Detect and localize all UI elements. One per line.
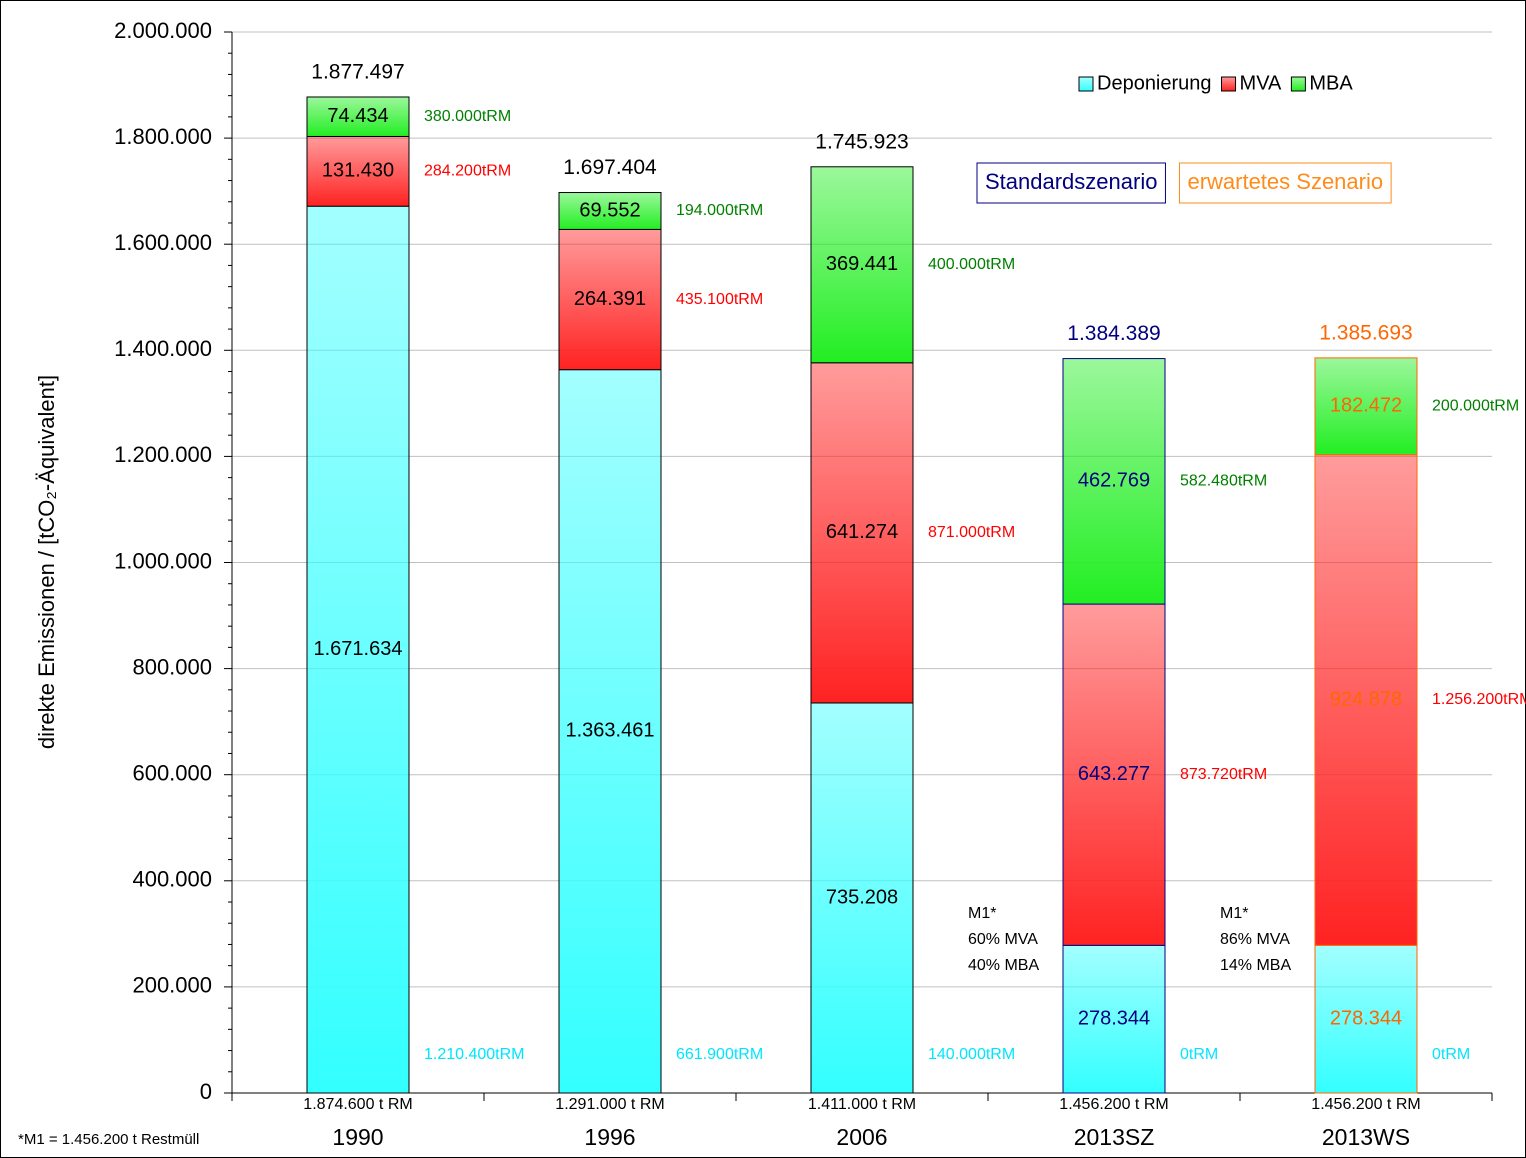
note-line: M1* xyxy=(1220,905,1248,922)
annotation: 200.000tRM xyxy=(1432,398,1519,415)
bar-segment xyxy=(1314,357,1418,456)
note-line: 40% MBA xyxy=(968,957,1039,974)
annotation: 284.200tRM xyxy=(424,163,511,180)
x-sublabel: 1.291.000 t RM xyxy=(555,1096,664,1113)
note-line: 60% MVA xyxy=(968,931,1038,948)
scenario-box xyxy=(976,162,1166,204)
total-label: 1.385.693 xyxy=(1319,321,1412,344)
y-tick-label: 1.400.000 xyxy=(114,336,212,361)
bar-segment xyxy=(810,362,914,704)
data-label: 264.391 xyxy=(574,288,646,310)
data-label: 924.878 xyxy=(1330,688,1402,710)
total-label: 1.877.497 xyxy=(311,61,404,84)
annotation: 871.000tRM xyxy=(928,524,1015,541)
data-label: 1.671.634 xyxy=(314,638,403,660)
annotation: 0tRM xyxy=(1180,1046,1218,1063)
data-label: 182.472 xyxy=(1330,395,1402,417)
y-tick-label: 1.200.000 xyxy=(114,442,212,467)
annotation: 582.480tRM xyxy=(1180,473,1267,490)
note-line: 86% MVA xyxy=(1220,931,1290,948)
data-label: 1.363.461 xyxy=(566,720,655,742)
y-axis-label: direkte Emissionen / [tCO₂-Äquivalent] xyxy=(34,375,59,749)
total-label: 1.697.404 xyxy=(563,156,657,179)
bar-segment xyxy=(810,166,914,364)
legend-label: Deponierung xyxy=(1097,72,1212,94)
y-tick-label: 2.000.000 xyxy=(114,18,212,43)
x-sublabel: 1.874.600 t RM xyxy=(303,1096,412,1113)
scenario-label: Standardszenario xyxy=(985,169,1157,194)
data-label: 462.769 xyxy=(1078,470,1150,492)
legend-label: MBA xyxy=(1309,72,1353,94)
y-tick-label: 1.000.000 xyxy=(114,548,212,573)
x-tick-label: 2013SZ xyxy=(1074,1124,1155,1150)
total-label: 1.745.923 xyxy=(815,130,908,153)
x-tick-label: 1996 xyxy=(584,1124,635,1150)
x-tick-label: 1990 xyxy=(332,1124,383,1150)
y-tick-label: 600.000 xyxy=(132,761,212,786)
total-label: 1.384.389 xyxy=(1067,322,1160,345)
x-sublabel: 1.456.200 t RM xyxy=(1311,1096,1420,1113)
bar-segment xyxy=(1314,454,1418,946)
legend-swatch xyxy=(1078,76,1094,92)
footnote: *M1 = 1.456.200 t Restmüll xyxy=(18,1131,199,1148)
y-tick-label: 400.000 xyxy=(132,867,212,892)
note-line: 14% MBA xyxy=(1220,957,1291,974)
bar-segment xyxy=(306,205,410,1094)
annotation: 194.000tRM xyxy=(676,202,763,219)
y-tick-label: 1.800.000 xyxy=(114,124,212,149)
annotation: 435.100tRM xyxy=(676,291,763,308)
bar-segment xyxy=(558,192,662,230)
x-sublabel: 1.456.200 t RM xyxy=(1059,1096,1168,1113)
legend-swatch xyxy=(1290,76,1306,92)
annotation: 0tRM xyxy=(1432,1046,1470,1063)
scenario-label: erwartetes Szenario xyxy=(1187,169,1383,194)
bar-segment xyxy=(1062,944,1166,1094)
x-tick-label: 2006 xyxy=(836,1124,887,1150)
annotation: 140.000tRM xyxy=(928,1046,1015,1063)
annotation: 1.256.200tRM xyxy=(1432,691,1526,708)
bar-segment xyxy=(306,135,410,207)
data-label: 74.434 xyxy=(327,105,388,127)
bar-segment xyxy=(558,228,662,371)
data-label: 278.344 xyxy=(1330,1007,1402,1029)
annotation: 1.210.400tRM xyxy=(424,1046,525,1063)
bar-segment xyxy=(306,96,410,137)
bar-segment xyxy=(1062,358,1166,605)
data-label: 369.441 xyxy=(826,253,898,275)
data-label: 643.277 xyxy=(1078,763,1150,785)
y-tick-label: 200.000 xyxy=(132,973,212,998)
x-tick-label: 2013WS xyxy=(1322,1124,1410,1150)
data-label: 69.552 xyxy=(579,199,640,221)
data-label: 131.430 xyxy=(322,160,394,182)
legend-label: MVA xyxy=(1240,72,1283,94)
y-tick-label: 800.000 xyxy=(132,654,212,679)
scenario-box xyxy=(1178,162,1392,204)
bar-segment xyxy=(558,369,662,1094)
note-line: M1* xyxy=(968,905,996,922)
annotation: 661.900tRM xyxy=(676,1046,763,1063)
legend-swatch xyxy=(1221,76,1237,92)
annotation: 873.720tRM xyxy=(1180,766,1267,783)
y-tick-label: 0 xyxy=(200,1079,212,1104)
x-sublabel: 1.411.000 t RM xyxy=(808,1096,916,1113)
bar-segment xyxy=(1062,603,1166,946)
data-label: 278.344 xyxy=(1078,1007,1150,1029)
data-label: 641.274 xyxy=(826,521,898,543)
y-tick-label: 1.600.000 xyxy=(114,230,212,255)
annotation: 400.000tRM xyxy=(928,256,1015,273)
annotation: 380.000tRM xyxy=(424,108,511,125)
data-label: 735.208 xyxy=(826,886,898,908)
